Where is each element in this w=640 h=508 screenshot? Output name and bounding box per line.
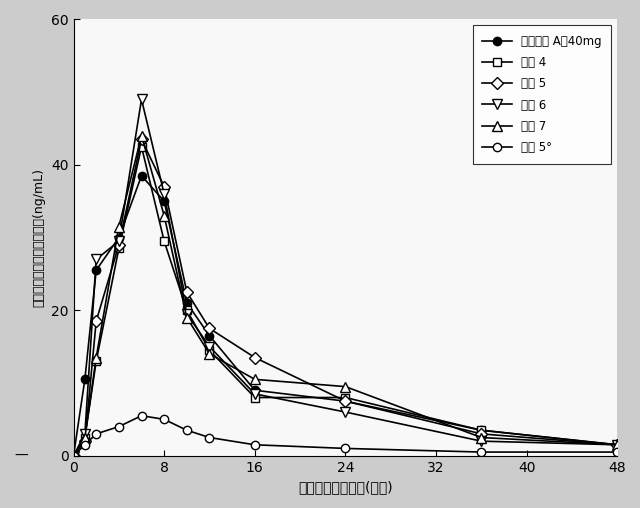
製剤 5° — [614, 449, 621, 455]
製剤 4 — [115, 245, 123, 251]
製剤 5 — [138, 136, 145, 142]
製剤 6 — [342, 409, 349, 415]
Text: —: — — [14, 449, 28, 463]
製剤 4 — [92, 358, 100, 364]
製剤 6 — [92, 257, 100, 263]
製剤 7 — [205, 351, 213, 357]
製剤 5 — [70, 453, 77, 459]
参照製剤 A，40mg — [115, 235, 123, 241]
製剤 5 — [115, 242, 123, 248]
製剤 4 — [138, 144, 145, 150]
製剤 6 — [81, 431, 89, 437]
参照製剤 A，40mg — [342, 398, 349, 404]
製剤 4 — [81, 434, 89, 440]
製剤 7 — [138, 133, 145, 139]
X-axis label: 投与後の公称時間(時間): 投与後の公称時間(時間) — [298, 480, 393, 494]
製剤 6 — [205, 343, 213, 350]
製剤 5 — [92, 318, 100, 324]
製剤 5° — [161, 416, 168, 422]
製剤 4 — [251, 395, 259, 401]
製剤 7 — [92, 355, 100, 361]
製剤 6 — [70, 453, 77, 459]
Line: 参照製剤 A，40mg: 参照製剤 A，40mg — [69, 172, 621, 460]
製剤 7 — [251, 376, 259, 383]
Line: 製剤 4: 製剤 4 — [69, 142, 621, 460]
製剤 5 — [477, 431, 485, 437]
参照製剤 A，40mg — [183, 300, 191, 306]
製剤 5° — [251, 442, 259, 448]
製剤 6 — [477, 438, 485, 444]
製剤 5° — [138, 412, 145, 419]
製剤 7 — [70, 453, 77, 459]
製剤 5° — [342, 446, 349, 452]
製剤 4 — [614, 442, 621, 448]
参照製剤 A，40mg — [477, 427, 485, 433]
参照製剤 A，40mg — [92, 267, 100, 273]
製剤 6 — [614, 442, 621, 448]
製剤 5° — [477, 449, 485, 455]
製剤 4 — [161, 238, 168, 244]
Line: 製剤 5°: 製剤 5° — [69, 411, 621, 460]
製剤 6 — [138, 97, 145, 103]
製剤 5 — [205, 326, 213, 332]
製剤 5° — [81, 442, 89, 448]
製剤 5° — [115, 424, 123, 430]
製剤 5 — [183, 289, 191, 295]
製剤 5 — [614, 442, 621, 448]
Line: 製剤 7: 製剤 7 — [68, 131, 622, 461]
参照製剤 A，40mg — [138, 173, 145, 179]
製剤 6 — [115, 238, 123, 244]
製剤 7 — [477, 434, 485, 440]
製剤 7 — [115, 224, 123, 230]
製剤 7 — [183, 314, 191, 321]
製剤 7 — [81, 434, 89, 440]
参照製剤 A，40mg — [205, 333, 213, 339]
Line: 製剤 6: 製剤 6 — [68, 94, 622, 461]
製剤 4 — [70, 453, 77, 459]
製剤 6 — [251, 391, 259, 397]
参照製剤 A，40mg — [251, 387, 259, 393]
参照製剤 A，40mg — [614, 442, 621, 448]
製剤 5 — [81, 438, 89, 444]
製剤 6 — [183, 311, 191, 317]
製剤 7 — [342, 384, 349, 390]
製剤 4 — [205, 347, 213, 353]
製剤 5° — [183, 427, 191, 433]
製剤 4 — [183, 307, 191, 313]
製剤 6 — [161, 191, 168, 197]
製剤 5 — [251, 355, 259, 361]
参照製剤 A，40mg — [70, 453, 77, 459]
参照製剤 A，40mg — [81, 376, 89, 383]
製剤 5° — [92, 431, 100, 437]
Legend: 参照製剤 A，40mg, 製剤 4, 製剤 5, 製剤 6, 製剤 7, 製剤 5°: 参照製剤 A，40mg, 製剤 4, 製剤 5, 製剤 6, 製剤 7, 製剤 … — [473, 25, 611, 164]
Y-axis label: 平均血漿オキシコドン濃度(ng/mL): 平均血漿オキシコドン濃度(ng/mL) — [33, 168, 45, 307]
製剤 5 — [161, 183, 168, 189]
Line: 製剤 5: 製剤 5 — [69, 135, 621, 460]
参照製剤 A，40mg — [161, 198, 168, 204]
製剤 5° — [205, 434, 213, 440]
製剤 4 — [477, 427, 485, 433]
製剤 5° — [70, 453, 77, 459]
製剤 4 — [342, 395, 349, 401]
製剤 5 — [342, 398, 349, 404]
製剤 7 — [161, 213, 168, 219]
製剤 7 — [614, 442, 621, 448]
